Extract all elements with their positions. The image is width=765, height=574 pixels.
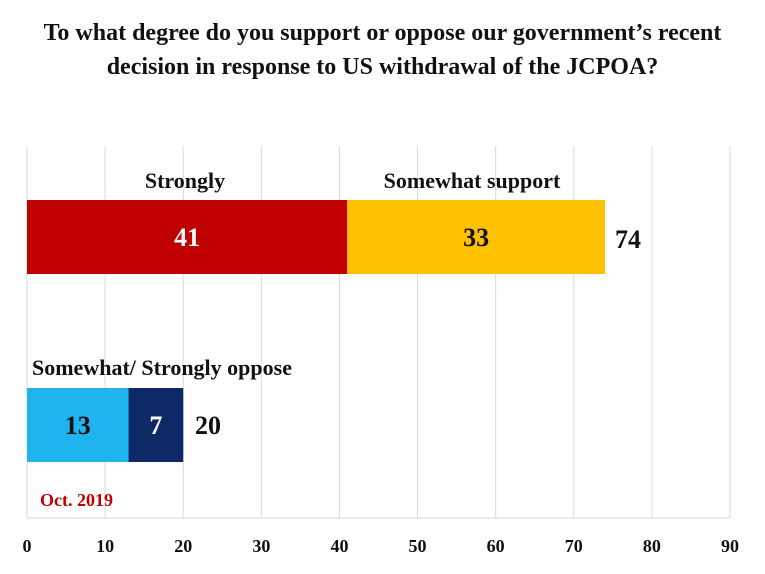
chart-title: To what degree do you support or oppose …: [43, 20, 722, 80]
x-tick-label-0: 0: [23, 536, 32, 556]
bar-1-segment-1-value: 7: [149, 411, 162, 440]
x-tick-label-40: 40: [330, 536, 348, 556]
bar-1-segment-0-value: 13: [65, 411, 91, 440]
label-layer: 41 Strongly 33 Somewhat support 74 13 7 20 Somew…: [32, 168, 641, 510]
bar-0-segment-0: [27, 200, 348, 274]
bar-1-total: 20: [195, 411, 221, 440]
x-tick-label-10: 10: [96, 536, 114, 556]
bar-0-segment-1: [347, 200, 606, 274]
bar-1-segment-0: [27, 388, 129, 462]
bar-0-segment-1-value: 33: [463, 223, 489, 252]
bar-1-segment-1: [128, 388, 184, 462]
x-tick-label-90: 90: [721, 536, 739, 556]
x-tick-label-70: 70: [565, 536, 583, 556]
bar-0-segment-1-label: Somewhat support: [384, 168, 561, 193]
x-axis-ticks: 0 10 20 30 40 50 60 70 80 90: [23, 536, 740, 556]
x-tick-label-20: 20: [174, 536, 192, 556]
date-note: Oct. 2019: [40, 490, 113, 510]
x-tick-label-50: 50: [409, 536, 427, 556]
bar-0-segment-0-value: 41: [174, 223, 200, 252]
x-tick-label-60: 60: [487, 536, 505, 556]
bar-0-segment-0-label: Strongly: [145, 168, 225, 193]
x-tick-label-30: 30: [252, 536, 270, 556]
x-tick-label-80: 80: [643, 536, 661, 556]
bar-layer: [27, 200, 606, 462]
bar-1-group-label: Somewhat/ Strongly oppose: [32, 355, 292, 380]
bar-0-total: 74: [615, 225, 641, 254]
